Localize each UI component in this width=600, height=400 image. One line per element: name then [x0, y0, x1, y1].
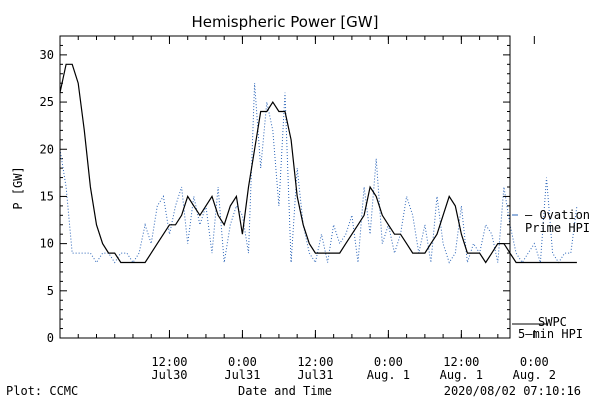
legend-ovation-line1: — Ovation [525, 208, 590, 222]
x-tick-label-time: 12:00 [443, 355, 479, 369]
legend-swpc-line1: SWPC [538, 315, 567, 329]
x-tick-label-time: 0:00 [374, 355, 403, 369]
x-tick-label-time: 0:00 [228, 355, 257, 369]
y-tick-label: 20 [40, 142, 54, 156]
y-tick-label: 5 [47, 284, 54, 298]
y-tick-label: 30 [40, 48, 54, 62]
chart-title: Hemispheric Power [GW] [192, 13, 379, 31]
x-tick-label-date: Aug. 1 [440, 368, 483, 382]
axis-labels: 05101520253012:00Jul300:00Jul3112:00Jul3… [40, 48, 556, 382]
x-tick-label-date: Aug. 1 [367, 368, 410, 382]
legend-swpc-line2: 5—min HPI [518, 327, 583, 341]
footer-timestamp: 2020/08/02 07:10:16 [444, 384, 581, 398]
plot-frame [59, 35, 511, 339]
x-tick-label-date: Jul31 [224, 368, 260, 382]
series-layer [59, 63, 578, 264]
y-tick-label: 0 [47, 331, 54, 345]
x-tick-label-date: Jul31 [297, 368, 333, 382]
x-tick-label-time: 0:00 [520, 355, 549, 369]
axis-ticks [60, 35, 535, 339]
y-tick-label: 15 [40, 189, 54, 203]
y-tick-label: 25 [40, 95, 54, 109]
legend-ovation-line2: Prime HPI [525, 221, 590, 235]
swpc-hpi-line [59, 63, 577, 264]
x-tick-label-time: 12:00 [297, 355, 333, 369]
x-axis-label: Date and Time [238, 384, 332, 398]
ovation-prime-line [59, 83, 578, 264]
y-tick-label: 10 [40, 237, 54, 251]
x-tick-label-time: 12:00 [151, 355, 187, 369]
footer-source: Plot: CCMC [6, 384, 78, 398]
x-tick-label-date: Jul30 [151, 368, 187, 382]
y-axis-label: P [GW] [11, 166, 25, 209]
x-tick-label-date: Aug. 2 [513, 368, 556, 382]
